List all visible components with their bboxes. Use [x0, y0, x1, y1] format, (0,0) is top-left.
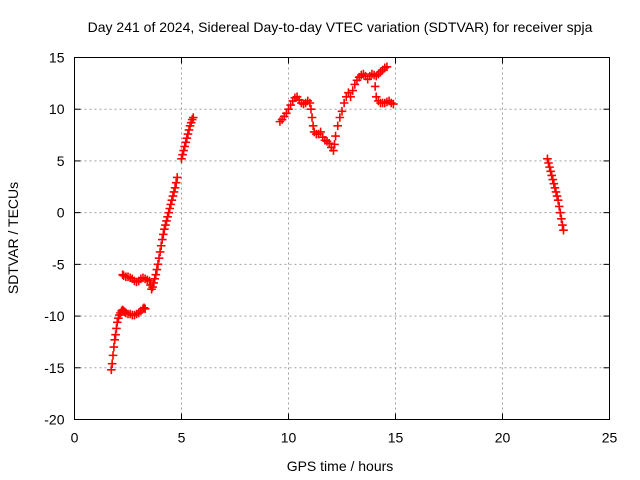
y-tick-label: 0: [57, 205, 65, 221]
y-tick-label: 5: [57, 153, 65, 169]
data-point: [544, 158, 553, 168]
y-tick-label: 10: [49, 101, 65, 117]
data-point: [111, 330, 120, 339]
grid-lines: [74, 57, 610, 420]
data-point: [180, 142, 190, 151]
x-tick-label: 20: [495, 430, 511, 446]
data-point: [346, 92, 355, 102]
data-point: [337, 106, 347, 116]
data-point: [335, 113, 345, 122]
data-point: [316, 127, 325, 137]
data-point: [329, 146, 338, 155]
chart-title: Day 241 of 2024, Sidereal Day-to-day VTE…: [88, 19, 593, 35]
data-point: [184, 125, 194, 135]
data-point: [177, 154, 186, 164]
y-tick-label: -10: [44, 308, 64, 324]
x-tick-label: 25: [602, 430, 618, 446]
data-point: [110, 335, 120, 345]
data-point: [160, 224, 169, 234]
data-point: [306, 104, 316, 114]
data-point: [555, 208, 565, 217]
data-points: [107, 62, 568, 375]
y-axis-label: SDTVAR / TECUs: [5, 182, 21, 294]
data-point: [557, 214, 566, 224]
data-point: [333, 121, 343, 131]
data-point: [307, 113, 317, 122]
data-point: [551, 187, 561, 197]
y-tick-label: -20: [44, 412, 64, 428]
data-point: [178, 150, 187, 160]
data-point: [188, 113, 198, 122]
data-point: [549, 179, 559, 188]
data-point: [181, 138, 191, 147]
data-point: [112, 324, 121, 333]
data-point: [108, 351, 118, 360]
data-point: [156, 241, 166, 251]
data-point: [182, 133, 192, 143]
data-point: [339, 98, 349, 108]
data-point: [546, 166, 555, 176]
data-point: [157, 235, 167, 244]
data-point: [139, 303, 149, 313]
data-point: [552, 191, 562, 201]
data-point: [348, 86, 357, 95]
data-point: [140, 304, 150, 314]
data-point: [559, 225, 568, 235]
data-point: [330, 140, 339, 149]
data-point: [162, 216, 171, 226]
x-tick-label: 5: [178, 430, 186, 446]
data-point: [545, 162, 554, 172]
data-point: [149, 278, 158, 288]
data-point: [550, 183, 560, 193]
data-point: [170, 183, 180, 193]
x-tick-label: 0: [71, 430, 79, 446]
plot-frame: [74, 57, 610, 420]
data-point: [159, 230, 168, 239]
data-point: [161, 220, 170, 230]
data-point: [107, 359, 117, 368]
y-tick-label: -15: [44, 360, 64, 376]
data-point: [148, 282, 157, 292]
data-point: [305, 98, 315, 108]
data-point: [331, 131, 340, 141]
data-point: [164, 208, 173, 217]
data-point: [152, 265, 162, 274]
data-point: [169, 187, 179, 197]
data-point: [548, 175, 558, 184]
data-point: [155, 247, 165, 257]
data-point: [151, 270, 161, 279]
data-point: [171, 178, 181, 187]
data-point: [308, 121, 318, 131]
data-point: [168, 191, 178, 201]
data-point: [154, 253, 164, 263]
data-point: [382, 62, 392, 72]
data-point: [167, 195, 177, 205]
data-point: [172, 173, 182, 182]
data-point: [554, 202, 564, 211]
data-point: [558, 220, 567, 230]
x-tick-label: 10: [281, 430, 297, 446]
data-point: [389, 99, 398, 109]
y-tick-label: 15: [49, 50, 65, 66]
data-point: [183, 129, 193, 139]
data-point: [543, 154, 552, 164]
data-point: [153, 260, 163, 269]
data-point: [150, 274, 160, 284]
data-point: [553, 195, 563, 205]
data-point: [370, 82, 380, 91]
x-axis-label: GPS time / hours: [287, 458, 394, 474]
x-tick-label: 15: [388, 430, 404, 446]
data-point: [107, 365, 116, 375]
data-point: [179, 146, 188, 155]
data-point: [165, 204, 175, 213]
data-point: [113, 317, 122, 327]
data-point: [166, 200, 176, 209]
data-point: [163, 212, 172, 222]
data-point: [547, 171, 557, 180]
y-tick-label: -5: [52, 256, 65, 272]
data-point: [109, 342, 119, 352]
